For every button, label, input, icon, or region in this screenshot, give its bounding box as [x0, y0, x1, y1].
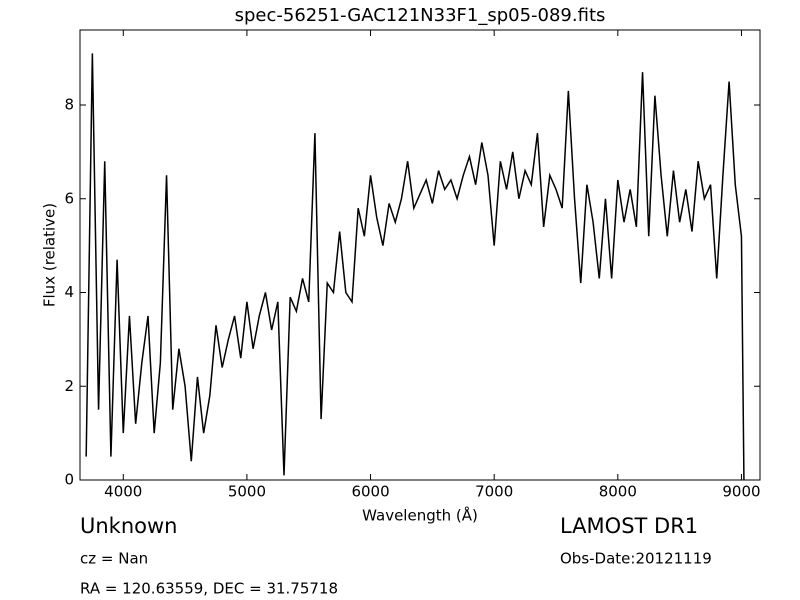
survey: LAMOST DR1	[560, 514, 698, 538]
redshift: cz = Nan	[80, 550, 148, 568]
y-tick-label: 6	[64, 189, 74, 207]
x-axis-label: Wavelength (Å)	[362, 506, 478, 525]
x-tick-label: 4000	[104, 483, 142, 501]
plot-frame	[79, 29, 761, 481]
y-tick-label: 0	[64, 471, 74, 489]
x-tick-label: 6000	[351, 483, 389, 501]
x-tick-label: 8000	[599, 483, 637, 501]
y-tick-label: 2	[64, 377, 74, 395]
x-tick-label: 5000	[228, 483, 266, 501]
object-class: Unknown	[80, 514, 177, 538]
obs-date: Obs-Date:20121119	[560, 550, 712, 568]
x-tick-label: 9000	[722, 483, 760, 501]
y-axis-label: Flux (relative)	[41, 203, 59, 307]
coordinates: RA = 120.63559, DEC = 31.75718	[80, 580, 338, 598]
chart-title: spec-56251-GAC121N33F1_sp05-089.fits	[235, 5, 606, 26]
y-tick-label: 4	[64, 283, 74, 301]
spectrum-line	[85, 53, 745, 480]
y-tick-label: 8	[64, 96, 74, 114]
x-tick-label: 7000	[475, 483, 513, 501]
